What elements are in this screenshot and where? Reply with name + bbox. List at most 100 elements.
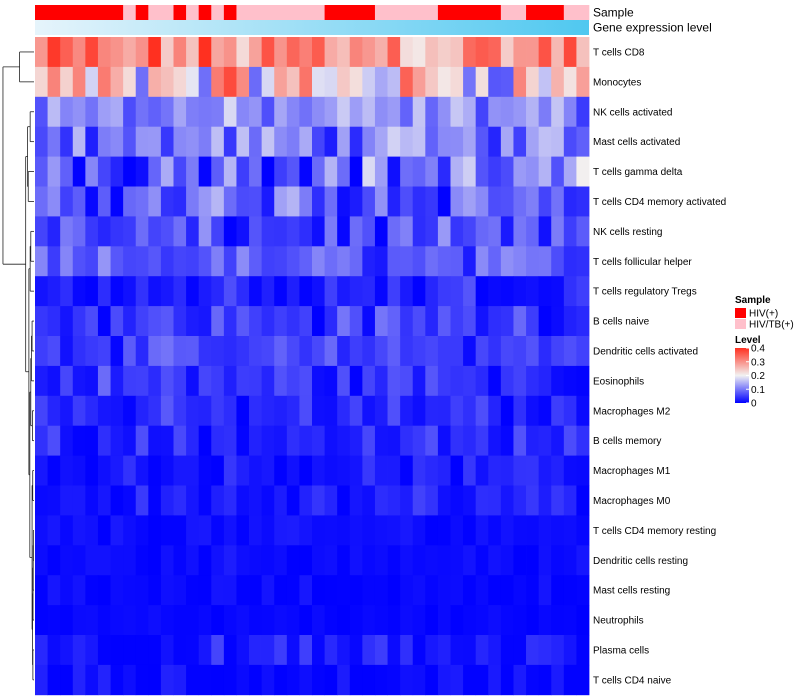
heatmap-cell [563, 156, 577, 187]
heatmap-cell [35, 66, 48, 98]
heatmap-cell [110, 425, 124, 456]
heatmap-cell [198, 156, 212, 187]
heatmap-cell [412, 545, 426, 576]
heatmap-cell [538, 664, 552, 696]
heatmap-cell [110, 545, 124, 576]
heatmap-cell [526, 515, 540, 546]
heatmap-cell [500, 365, 514, 397]
heatmap-cell [412, 455, 426, 486]
heatmap-cell [123, 545, 137, 576]
heatmap-cell [551, 336, 565, 367]
heatmap-cell [337, 216, 351, 247]
heatmap-cell [186, 156, 200, 187]
heatmap-cell [110, 336, 124, 367]
heatmap-cell [110, 96, 124, 128]
heatmap-cell [123, 365, 137, 397]
heatmap-cell [135, 395, 149, 427]
heatmap-cell [60, 635, 74, 666]
heatmap-cell [286, 455, 300, 486]
heatmap-cell [551, 246, 565, 277]
heatmap-cell [123, 515, 137, 546]
heatmap-cell [576, 485, 590, 516]
heatmap-cell [563, 455, 577, 486]
heatmap-cell [35, 395, 48, 427]
heatmap-cell [324, 664, 338, 696]
heatmap-cell [72, 485, 86, 516]
heatmap-cell [236, 276, 250, 307]
heatmap-cell [500, 306, 514, 337]
sample-annotation-segment [211, 5, 225, 20]
heatmap-cell [123, 664, 137, 696]
heatmap-cell [337, 306, 351, 337]
heatmap-cell [450, 664, 464, 696]
heatmap-cell [576, 96, 590, 128]
heatmap-cell [85, 246, 99, 277]
heatmap-cell [198, 276, 212, 307]
heatmap-cell [412, 575, 426, 606]
heatmap-cell [312, 336, 325, 367]
heatmap-cell [261, 336, 275, 367]
heatmap-cell [286, 216, 300, 247]
heatmap-cell [488, 126, 502, 157]
heatmap-cell [223, 66, 237, 98]
heatmap-cell [513, 425, 527, 456]
heatmap-cell [362, 336, 376, 367]
heatmap-cell [160, 635, 174, 666]
heatmap-cell [400, 306, 414, 337]
heatmap-cell [211, 96, 225, 128]
heatmap-cell [47, 66, 61, 98]
heatmap-cell [236, 425, 250, 456]
heatmap-cell [551, 156, 565, 187]
heatmap-cell [337, 336, 351, 367]
heatmap-cell [223, 365, 237, 397]
heatmap-cell [400, 156, 414, 187]
sample-annotation-segment [223, 5, 237, 20]
heatmap-cell [123, 66, 137, 98]
heatmap-cell [198, 395, 212, 427]
sample-annotation-segment [500, 5, 527, 20]
heatmap-cell [123, 216, 137, 247]
heatmap-cell [35, 485, 48, 516]
heatmap-cell [97, 425, 111, 456]
heatmap-cell [551, 216, 565, 247]
heatmap-cell [437, 635, 451, 666]
heatmap-cell [249, 485, 263, 516]
heatmap-cell [349, 455, 363, 486]
heatmap-cell [500, 126, 514, 157]
heatmap-cell [35, 246, 48, 277]
heatmap-cell [475, 336, 489, 367]
heatmap-cell [488, 515, 502, 546]
heatmap-cell [261, 365, 275, 397]
heatmap-cell [286, 246, 300, 277]
heatmap-cell [35, 545, 48, 576]
heatmap-cell [261, 37, 275, 68]
heatmap-cell [97, 186, 111, 217]
heatmap-cell [475, 186, 489, 217]
heatmap-cell [286, 66, 300, 98]
heatmap-cell [47, 425, 61, 456]
heatmap-cell [349, 37, 363, 68]
heatmap-cell [337, 66, 351, 98]
row-label: Dendritic cells activated [593, 346, 698, 357]
heatmap-cell [110, 365, 124, 397]
heatmap-cell [387, 246, 401, 277]
heatmap-cell [85, 515, 99, 546]
heatmap-cell [160, 156, 174, 187]
heatmap-cell [538, 186, 552, 217]
heatmap-cell [160, 575, 174, 606]
heatmap-cell [97, 395, 111, 427]
heatmap-cell [551, 96, 565, 128]
heatmap-cell [186, 605, 200, 636]
row-label: T cells CD4 memory resting [593, 526, 716, 537]
heatmap-cell [261, 635, 275, 666]
heatmap-cell [173, 664, 187, 696]
heatmap-cell [97, 664, 111, 696]
heatmap-cell [173, 126, 187, 157]
heatmap-cell [97, 545, 111, 576]
heatmap-cell [97, 485, 111, 516]
heatmap-cell [35, 186, 48, 217]
heatmap-cell [437, 425, 451, 456]
row-label: Mast cells resting [593, 586, 670, 597]
heatmap-cell [123, 186, 137, 217]
heatmap-cell [563, 306, 577, 337]
